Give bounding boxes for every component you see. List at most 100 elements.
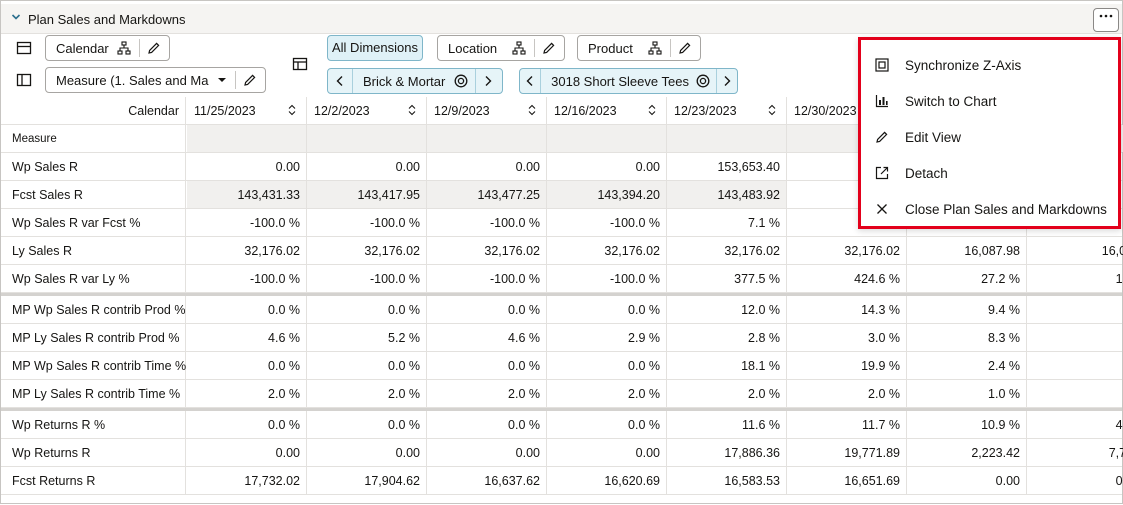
table-cell[interactable]: 9.4 % — [907, 296, 1027, 323]
table-cell[interactable]: 32,176.02 — [787, 237, 907, 264]
table-cell[interactable]: 17,904.62 — [307, 467, 427, 494]
sort-icon[interactable] — [288, 104, 296, 116]
table-cell[interactable]: -100.0 % — [307, 265, 427, 292]
table-cell[interactable]: 32,176.02 — [307, 237, 427, 264]
layout-columns-icon[interactable] — [16, 72, 32, 88]
table-cell[interactable]: 17,732.02 — [187, 467, 307, 494]
table-cell[interactable]: 0.0 % — [187, 296, 307, 323]
table-cell[interactable]: 153,653.40 — [667, 153, 787, 180]
table-cell[interactable]: 14.3 % — [787, 296, 907, 323]
table-cell[interactable]: 3.0 % — [787, 324, 907, 351]
table-cell[interactable]: 32,176.02 — [187, 237, 307, 264]
sort-icon[interactable] — [768, 104, 776, 116]
table-cell[interactable]: 0.0 % — [547, 411, 667, 438]
menu-item-detach[interactable]: Detach — [861, 155, 1118, 191]
table-cell[interactable]: 0.0 % — [427, 411, 547, 438]
column-header[interactable]: 12/9/2023 — [427, 97, 547, 125]
table-cell[interactable]: -100.0 % — [427, 209, 547, 236]
table-cell[interactable]: 2.0 % — [667, 380, 787, 407]
table-cell[interactable]: 17,886.36 — [667, 439, 787, 466]
table-cell[interactable]: 2.0 % — [427, 380, 547, 407]
table-cell[interactable]: 0.0 % — [547, 296, 667, 323]
pencil-icon[interactable] — [678, 41, 692, 55]
column-header[interactable]: 11/25/2023 — [187, 97, 307, 125]
page-layout-icon[interactable] — [292, 56, 308, 72]
table-cell[interactable]: 2.0 % — [187, 380, 307, 407]
table-cell[interactable]: 16,087.98 — [907, 237, 1027, 264]
table-cell[interactable]: 0.0 % — [307, 352, 427, 379]
table-cell[interactable]: 0.0 % — [307, 296, 427, 323]
table-cell[interactable]: 7.1 % — [667, 209, 787, 236]
table-cell[interactable]: 10.9 % — [907, 411, 1027, 438]
more-actions-button[interactable] — [1093, 8, 1119, 32]
table-cell[interactable]: 0.00 — [427, 439, 547, 466]
table-cell[interactable]: 16,637.62 — [427, 467, 547, 494]
table-cell[interactable]: 0.0 % — [427, 352, 547, 379]
dropdown-caret-icon[interactable] — [217, 75, 227, 85]
product-pager-value[interactable]: 3018 Short Sleeve Tees — [551, 73, 689, 89]
table-cell[interactable]: 8.5 — [1027, 324, 1123, 351]
table-cell[interactable]: 2.0 % — [787, 380, 907, 407]
table-cell[interactable]: 19.9 % — [787, 352, 907, 379]
location-prev-button[interactable] — [328, 69, 352, 93]
table-cell[interactable]: -100.0 % — [187, 265, 307, 292]
table-cell[interactable]: -100.0 % — [187, 209, 307, 236]
table-cell[interactable]: 0.0 % — [187, 352, 307, 379]
table-cell[interactable]: 0.00 — [187, 153, 307, 180]
sort-icon[interactable] — [528, 104, 536, 116]
table-cell[interactable]: 32,176.02 — [547, 237, 667, 264]
table-cell[interactable]: 0.00 — [307, 153, 427, 180]
table-cell[interactable]: 16.9 — [1027, 265, 1123, 292]
table-cell[interactable]: 41.0 — [1027, 411, 1123, 438]
table-cell[interactable]: 0.0 % — [307, 411, 427, 438]
table-cell[interactable]: -100.0 % — [307, 209, 427, 236]
table-cell[interactable]: 16,620.69 — [547, 467, 667, 494]
table-cell[interactable]: 0.0 % — [427, 296, 547, 323]
table-cell[interactable]: 16,651.69 — [787, 467, 907, 494]
table-cell[interactable]: 143,431.33 — [187, 181, 307, 208]
table-cell[interactable]: -100.0 % — [427, 265, 547, 292]
location-pager-value[interactable]: Brick & Mortar — [363, 73, 446, 89]
product-next-button[interactable] — [717, 69, 737, 93]
table-cell[interactable]: 32,176.02 — [667, 237, 787, 264]
product-dimension-chip[interactable]: Product — [577, 35, 701, 61]
pencil-icon[interactable] — [147, 41, 161, 55]
menu-item-edit-view[interactable]: Edit View — [861, 119, 1118, 155]
table-cell[interactable]: 12.0 % — [667, 296, 787, 323]
table-cell[interactable]: 4.6 % — [187, 324, 307, 351]
column-header[interactable]: 12/16/2023 — [547, 97, 667, 125]
table-cell[interactable]: 0.00 — [1027, 467, 1123, 494]
table-cell[interactable]: 1.0 — [1027, 380, 1123, 407]
table-cell[interactable]: 11.6 % — [667, 411, 787, 438]
table-cell[interactable]: 2.4 % — [907, 352, 1027, 379]
table-cell[interactable]: 0.00 — [307, 439, 427, 466]
product-prev-button[interactable] — [520, 69, 540, 93]
hierarchy-icon[interactable] — [117, 41, 131, 55]
table-cell[interactable]: 143,394.20 — [547, 181, 667, 208]
table-cell[interactable]: 2.9 % — [547, 324, 667, 351]
table-cell[interactable]: 0.0 % — [187, 411, 307, 438]
table-cell[interactable]: 2,223.42 — [907, 439, 1027, 466]
measure-dimension-chip[interactable]: Measure (1. Sales and Mar... — [45, 67, 266, 93]
table-cell[interactable]: -100.0 % — [547, 265, 667, 292]
table-cell[interactable]: 0.00 — [427, 153, 547, 180]
table-cell[interactable]: 8.3 % — [907, 324, 1027, 351]
collapse-chevron-icon[interactable] — [11, 12, 21, 22]
product-target-button[interactable] — [695, 74, 712, 88]
table-cell[interactable]: 19,771.89 — [787, 439, 907, 466]
location-target-button[interactable] — [451, 74, 471, 88]
hierarchy-icon[interactable] — [648, 41, 662, 55]
menu-item-close-panel[interactable]: Close Plan Sales and Markdowns — [861, 191, 1118, 227]
location-next-button[interactable] — [476, 69, 500, 93]
table-cell[interactable]: 143,417.95 — [307, 181, 427, 208]
table-cell[interactable]: 16,583.53 — [667, 467, 787, 494]
sort-icon[interactable] — [408, 104, 416, 116]
table-cell[interactable]: 0.00 — [187, 439, 307, 466]
hierarchy-icon[interactable] — [512, 41, 526, 55]
menu-item-switch-to-chart[interactable]: Switch to Chart — [861, 83, 1118, 119]
table-cell[interactable]: 143,483.92 — [667, 181, 787, 208]
table-cell[interactable]: 0.00 — [547, 153, 667, 180]
table-cell[interactable]: 2.0 % — [547, 380, 667, 407]
table-cell[interactable]: 143,477.25 — [427, 181, 547, 208]
pencil-icon[interactable] — [542, 41, 556, 55]
